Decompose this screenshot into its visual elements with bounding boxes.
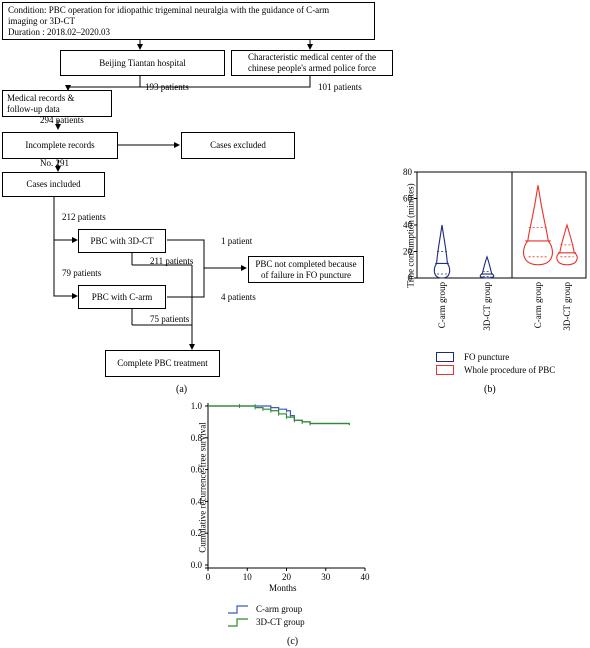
n-carm-group-label: 79 patients: [62, 268, 102, 278]
legend-whole-label: Whole procedure of PBC: [464, 364, 556, 375]
survival-ylabel: Cumulative recurrence-free survival: [197, 422, 208, 553]
legend-ct: 3D-CT group: [228, 615, 305, 628]
incomplete-label: Incomplete records: [25, 140, 95, 150]
panel-b-label: (b): [484, 384, 496, 395]
violin-category-label-3: 3D-CT group: [562, 282, 572, 331]
n-characteristic-label: 101 patients: [318, 82, 362, 92]
violin-category-label-0: C-arm group: [437, 282, 447, 329]
pbc-carm-label: PBC with C-arm: [91, 291, 153, 302]
no-label: No. 291: [40, 158, 69, 168]
n-carm-fail-label: 4 patients: [221, 292, 256, 302]
violin-ytick-label-1: 20: [403, 247, 413, 257]
survival-ytick-label-5: 1.0: [191, 401, 203, 411]
condition-box: Condition: PBC operation for idiopathic …: [2, 2, 375, 40]
included-label: Cases included: [26, 179, 81, 189]
condition-line-3: Duration : 2018.02–2020.03: [8, 27, 110, 37]
beijing-box: Beijing Tiantan hospital: [60, 50, 225, 76]
medical-line-2: follow-up data: [7, 104, 60, 114]
survival-curve-1: [208, 405, 350, 426]
legend-carm: C-arm group: [228, 602, 305, 615]
survival-ytick-label-4: 0.8: [191, 433, 203, 443]
violin-ytick-label-0: 0: [408, 273, 413, 283]
legend-whole: Whole procedure of PBC: [436, 363, 555, 376]
violin-shape-1: [479, 255, 495, 279]
condition-line-2: imaging or 3D-CT: [8, 16, 75, 26]
pbc-carm-box: PBC with C-arm: [78, 285, 166, 309]
not-completed-line-1: PBC not completed because: [255, 258, 357, 269]
pbc-3dct-box: PBC with 3D-CT: [78, 229, 166, 253]
survival-xtick-label-0: 0: [206, 572, 211, 582]
survival-xtick-label-2: 20: [282, 572, 292, 582]
survival-ytick-label-0: 0.0: [191, 560, 203, 570]
violin-ytick-label-4: 80: [403, 167, 413, 177]
n-3dct-fail-label: 1 patient: [221, 236, 253, 246]
legend-fo-label: FO puncture: [464, 351, 510, 362]
characteristic-line-1: Characteristic medical center of the: [248, 52, 376, 62]
legend-ct-label: 3D-CT group: [256, 616, 305, 627]
medical-line-1: Medical records &: [7, 93, 75, 103]
excluded-box: Cases excluded: [181, 132, 295, 159]
violin-category-label-1: 3D-CT group: [482, 282, 492, 331]
medical-records-box: Medical records & follow-up data: [2, 90, 112, 117]
n-3dct-done-label: 211 patients: [150, 256, 194, 266]
survival-ytick-label-2: 0.4: [191, 496, 203, 506]
complete-box: Complete PBC treatment: [105, 350, 220, 377]
violin-shape-3: [556, 223, 578, 266]
violin-category-label-2: C-arm group: [533, 282, 543, 329]
legend-fo-swatch: [436, 351, 454, 362]
legend-ct-swatch: [228, 617, 248, 627]
n-total-label: 294 patients: [40, 115, 84, 125]
violin-shape-0: [433, 224, 451, 279]
survival-ytick-label-1: 0.2: [191, 528, 202, 538]
characteristic-box: Characteristic medical center of the chi…: [231, 50, 393, 76]
panel-c-label: (c): [287, 636, 299, 647]
legend-carm-label: C-arm group: [256, 603, 303, 614]
legend-whole-swatch: [436, 364, 454, 375]
n-3dct-group-label: 212 patients: [62, 212, 106, 222]
survival-xlabel: Months: [269, 583, 297, 593]
n-carm-done-label: 75 patients: [150, 314, 190, 324]
beijing-label: Beijing Tiantan hospital: [99, 57, 186, 68]
legend-fo: FO puncture: [436, 350, 555, 363]
not-completed-box: PBC not completed because of failure in …: [248, 256, 364, 283]
violin-ytick-label-2: 40: [403, 220, 413, 230]
incomplete-box: Incomplete records: [2, 132, 118, 159]
violin-legend: FO puncture Whole procedure of PBC: [436, 350, 555, 376]
legend-carm-swatch: [228, 604, 248, 614]
not-completed-line-2: of failure in FO puncture: [261, 269, 351, 280]
pbc-3dct-label: PBC with 3D-CT: [90, 235, 154, 246]
n-beijing-label: 193 patients: [145, 82, 189, 92]
characteristic-line-2: chinese people's armed police force: [247, 63, 377, 73]
survival-xtick-label-1: 10: [243, 572, 253, 582]
violin-ytick-label-3: 60: [403, 194, 413, 204]
excluded-label: Cases excluded: [210, 140, 266, 150]
survival-legend: C-arm group 3D-CT group: [228, 602, 305, 628]
survival-ytick-label-3: 0.6: [191, 465, 203, 475]
condition-line-1: Condition: PBC operation for idiopathic …: [8, 5, 330, 15]
violin-shape-2: [523, 185, 553, 266]
complete-label: Complete PBC treatment: [117, 358, 208, 368]
survival-xtick-label-3: 30: [321, 572, 331, 582]
survival-xtick-label-4: 40: [361, 572, 371, 582]
panel-a-label: (a): [176, 384, 188, 395]
included-box: Cases included: [2, 172, 105, 197]
